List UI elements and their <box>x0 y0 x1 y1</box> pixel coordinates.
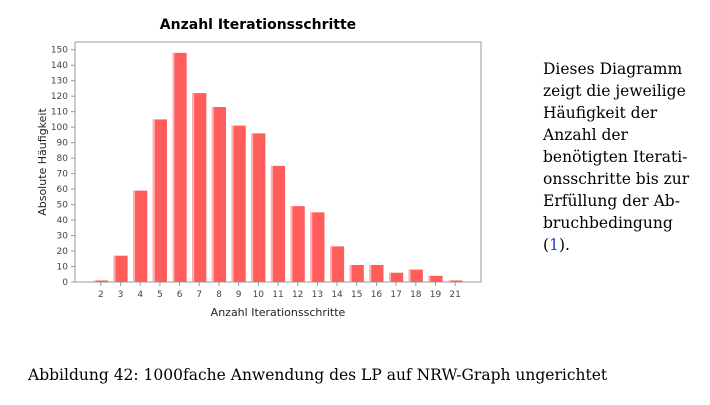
bar-highlight <box>270 165 273 282</box>
x-tick-label: 5 <box>157 290 163 300</box>
bar <box>133 190 148 282</box>
bar <box>113 255 128 282</box>
bar-highlight <box>133 190 136 282</box>
y-axis-title: Absolute Häufigkeit <box>36 108 49 216</box>
side-text-line: onsschritte bis zur <box>543 170 690 188</box>
bar <box>408 269 423 282</box>
bar <box>270 165 286 282</box>
y-tick-label: 70 <box>57 170 69 180</box>
bar-highlight <box>349 264 352 282</box>
x-tick-label: 11 <box>272 290 283 300</box>
bar-highlight <box>389 272 392 282</box>
bar <box>329 246 345 282</box>
chart-title: Anzahl Iterationsschritte <box>160 17 356 33</box>
bar <box>389 272 404 282</box>
bar-highlight <box>192 93 195 282</box>
bar <box>369 264 384 282</box>
ref-open: ( <box>543 236 550 254</box>
bar-highlight <box>172 52 175 282</box>
x-tick-label: 9 <box>236 290 242 300</box>
x-tick-label: 3 <box>118 290 124 300</box>
y-tick-label: 150 <box>51 46 68 56</box>
x-axis-title: Anzahl Iterationsschritte <box>211 306 346 319</box>
bar <box>231 125 246 282</box>
y-tick-label: 10 <box>57 263 69 273</box>
y-axis: 0 10 20 30 40 50 60 70 80 90 100 110 120 130 140 150 <box>51 46 75 288</box>
bar-highlight <box>448 280 451 282</box>
y-tick-label: 130 <box>51 77 68 87</box>
bar-highlight <box>329 246 332 282</box>
bar <box>310 212 325 282</box>
x-tick-label: 17 <box>390 290 401 300</box>
bar-highlight <box>211 107 214 282</box>
bar-highlight <box>251 133 254 282</box>
y-tick-label: 60 <box>57 185 69 195</box>
x-tick-label: 16 <box>371 290 383 300</box>
x-tick-label: 15 <box>351 290 362 300</box>
bar-highlight <box>310 212 313 282</box>
x-tick-label: 8 <box>216 290 222 300</box>
x-tick-label: 4 <box>137 290 143 300</box>
x-tick-label: 13 <box>312 290 323 300</box>
bar-highlight <box>152 119 155 282</box>
bar-highlight <box>113 255 116 282</box>
x-tick-label: 14 <box>331 290 343 300</box>
y-tick-label: 120 <box>51 92 68 102</box>
bar <box>251 133 266 282</box>
bar-highlight <box>231 125 234 282</box>
y-tick-label: 50 <box>57 201 69 211</box>
side-text-line: Erfüllung der Ab- <box>543 192 680 210</box>
bar <box>290 206 305 282</box>
y-tick-label: 90 <box>57 139 69 149</box>
bar-highlight <box>428 275 431 282</box>
side-text-line: Dieses Diagramm <box>543 60 683 78</box>
equation-reference-link[interactable]: 1 <box>549 236 559 254</box>
bar <box>172 52 187 282</box>
x-axis: 2 3 4 5 6 7 8 9 10 11 12 13 14 15 16 17 18 19 21 <box>98 282 461 300</box>
y-tick-label: 20 <box>57 247 69 257</box>
figure-caption: Abbildung 42: 1000fache Anwendung des LP… <box>28 366 608 384</box>
bar <box>192 93 207 282</box>
x-tick-label: 21 <box>449 290 460 300</box>
bars <box>93 52 463 282</box>
y-tick-label: 30 <box>57 232 69 242</box>
x-tick-label: 19 <box>430 290 442 300</box>
side-text-line: Häufigkeit der <box>543 104 658 122</box>
y-tick-label: 140 <box>51 61 68 71</box>
bar <box>448 280 463 282</box>
x-tick-label: 6 <box>177 290 183 300</box>
side-text-line: bruchbedingung <box>543 214 673 232</box>
bar-highlight <box>93 280 96 282</box>
bar-chart: Anzahl Iterationsschritte 0 10 20 30 40 50 60 7… <box>36 17 482 319</box>
side-text-line: benötigten Iterati- <box>543 148 688 166</box>
bar <box>211 107 227 282</box>
x-tick-label: 12 <box>292 290 303 300</box>
bar-highlight <box>369 264 372 282</box>
side-description: Dieses Diagramm zeigt die jeweilige Häuf… <box>543 58 693 256</box>
side-text-line: zeigt die jeweilige <box>543 82 686 100</box>
y-tick-label: 80 <box>57 154 69 164</box>
x-tick-label: 10 <box>253 290 265 300</box>
x-tick-label: 7 <box>196 290 202 300</box>
x-tick-label: 18 <box>410 290 422 300</box>
x-tick-label: 2 <box>98 290 104 300</box>
bar <box>152 119 167 282</box>
ref-close: ). <box>558 236 570 254</box>
y-tick-label: 100 <box>51 123 68 133</box>
y-tick-label: 40 <box>57 216 69 226</box>
y-tick-label: 110 <box>51 108 68 118</box>
side-text-line: Anzahl der <box>543 126 628 144</box>
bar <box>349 264 364 282</box>
y-tick-label: 0 <box>62 278 68 288</box>
bar <box>93 280 108 282</box>
bar-highlight <box>290 206 293 282</box>
side-text-ref-line: (1). <box>543 234 693 256</box>
bar-highlight <box>408 269 411 282</box>
bar <box>428 275 443 282</box>
